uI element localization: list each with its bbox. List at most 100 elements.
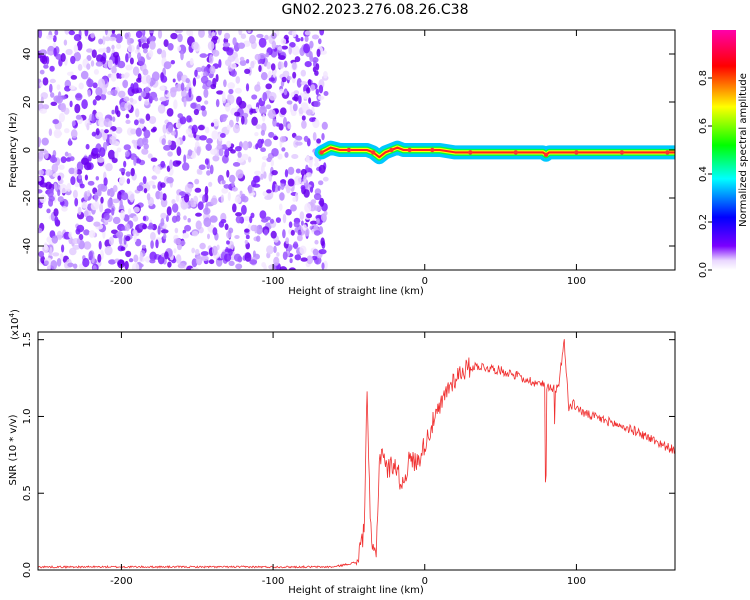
noise-speckle [252,250,256,257]
noise-speckle [93,69,99,75]
noise-speckle [218,59,222,68]
noise-speckle [66,71,74,76]
noise-speckle [90,32,95,39]
noise-speckle [228,227,234,234]
noise-speckle [177,243,182,251]
noise-speckle [170,32,178,40]
spectrogram-xtick-label: 0 [422,276,428,287]
noise-speckle [108,120,113,128]
noise-speckle [182,135,186,142]
noise-speckle [88,251,93,261]
ridge-point [389,147,394,153]
noise-speckle [215,74,219,82]
noise-speckle [272,69,277,78]
noise-speckle [175,193,180,202]
noise-speckle [105,163,113,172]
noise-speckle [143,188,148,194]
noise-speckle [159,96,167,102]
noise-speckle [289,258,293,264]
noise-speckle [136,137,145,147]
noise-speckle [147,225,154,230]
noise-speckle [147,153,153,159]
noise-speckle [107,59,114,69]
noise-speckle [195,212,202,217]
noise-speckle [125,171,131,177]
noise-speckle [183,154,187,164]
noise-speckle [283,90,288,96]
noise-speckle [288,221,293,228]
noise-speckle [242,140,249,151]
noise-speckle [174,30,183,34]
noise-speckle [179,240,186,246]
noise-speckle [115,33,123,44]
noise-speckle [223,79,227,88]
noise-speckle [60,156,67,164]
noise-speckle [80,70,89,80]
noise-speckle [156,48,163,55]
noise-speckle [69,156,75,162]
noise-speckle [184,224,192,232]
ridge-point [574,150,579,155]
noise-speckle [196,95,202,103]
noise-speckle [273,256,280,266]
noise-speckle [133,206,140,213]
noise-speckle [68,30,76,36]
noise-speckle [161,49,167,60]
noise-speckle [74,197,79,207]
noise-speckle [123,73,129,79]
noise-speckle [108,135,117,145]
noise-speckle [140,90,147,98]
snr-ytick-label: 1.5 [22,332,33,348]
noise-speckle [68,138,72,146]
noise-speckle [249,259,258,265]
noise-speckle [282,229,286,239]
noise-speckle [128,208,132,215]
noise-speckle [75,114,82,120]
noise-speckle [84,174,88,181]
noise-speckle [317,95,325,101]
noise-speckle [315,88,319,96]
noise-speckle [146,193,151,201]
noise-speckle [95,176,100,181]
noise-speckle [91,49,97,58]
frequency-ridge [314,140,675,165]
noise-speckle [104,208,112,214]
noise-speckle [319,30,325,36]
noise-speckle [137,52,142,61]
noise-speckle [44,150,49,159]
noise-speckle [287,178,295,187]
noise-speckle [53,183,58,190]
noise-speckle [313,230,321,236]
noise-speckle [116,43,122,50]
noise-speckle [205,203,209,213]
noise-speckle [194,187,202,193]
noise-speckle [313,205,322,212]
noise-speckle [83,210,89,218]
noise-speckle [265,104,272,110]
noise-speckle [321,262,325,270]
noise-speckle [175,160,182,165]
noise-speckle [144,256,151,263]
noise-speckle [148,180,155,186]
noise-speckle [256,33,264,38]
noise-speckle [45,169,53,176]
noise-speckle [304,35,309,43]
noise-speckle [212,35,219,41]
noise-speckle [125,64,133,71]
noise-speckle [129,97,134,103]
noise-speckle [66,182,72,192]
noise-speckle [93,221,101,227]
noise-speckle [95,128,100,136]
noise-speckle [292,71,297,79]
noise-speckle [239,56,245,62]
noise-speckle [240,193,246,202]
noise-speckle [38,30,43,39]
noise-speckle [118,90,126,99]
noise-speckle [69,247,77,256]
noise-speckle [46,208,51,214]
colorbar: 0.0 0.2 0.4 0.6 0.8 Normalized spectral ampl… [698,30,749,278]
noise-speckle [135,108,140,118]
noise-speckle [292,103,298,112]
noise-speckle [73,263,78,269]
